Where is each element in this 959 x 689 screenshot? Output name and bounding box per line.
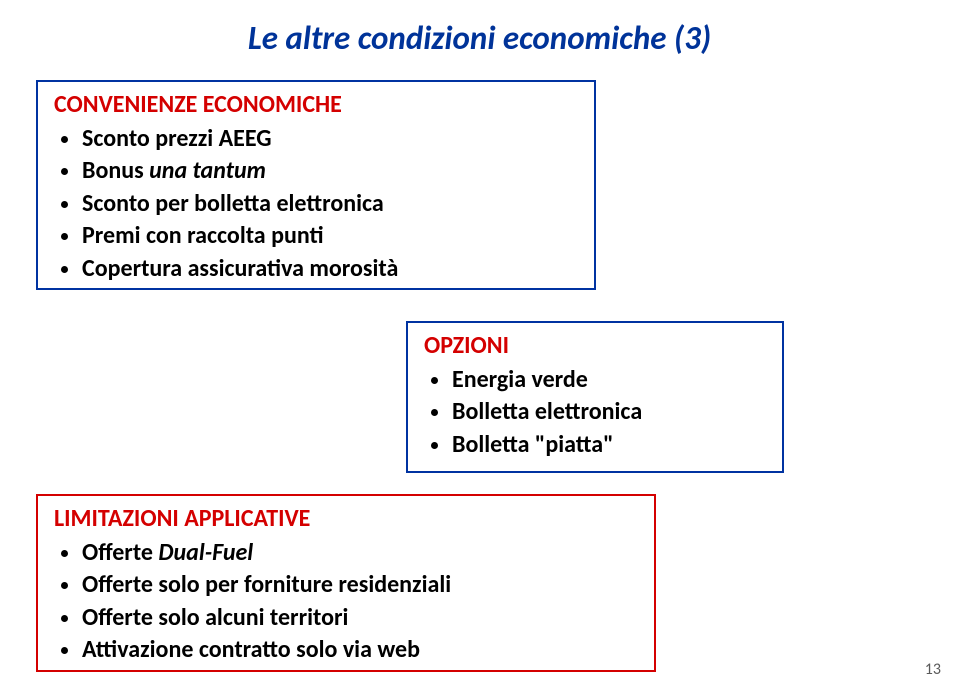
slide-title: Le altre condizioni economiche (3) xyxy=(40,18,919,58)
convenienze-item: Sconto per bolletta elettronica xyxy=(82,188,594,220)
limitazioni-item: Offerte solo alcuni territori xyxy=(82,602,654,634)
limitazioni-item: Attivazione contratto solo via web xyxy=(82,634,654,666)
convenienze-item: Copertura assicurativa morosità xyxy=(82,253,594,285)
convenienze-item: Sconto prezzi AEEG xyxy=(82,123,594,155)
box-convenienze-list: Sconto prezzi AEEGBonus una tantumSconto… xyxy=(82,123,594,285)
page-number: 13 xyxy=(925,660,941,679)
opzioni-item: Bolletta elettronica xyxy=(452,396,782,428)
box-limitazioni-heading: LIMITAZIONI APPLICATIVE xyxy=(54,504,654,533)
opzioni-item: Energia verde xyxy=(452,364,782,396)
box-convenienze-heading: CONVENIENZE ECONOMICHE xyxy=(54,90,594,119)
limitazioni-item: Offerte Dual-Fuel xyxy=(82,537,654,569)
box-limitazioni: LIMITAZIONI APPLICATIVE Offerte Dual-Fue… xyxy=(36,494,656,672)
slide: Le altre condizioni economiche (3) CONVE… xyxy=(0,0,959,689)
limitazioni-item: Offerte solo per forniture residenziali xyxy=(82,569,654,601)
convenienze-item: Bonus una tantum xyxy=(82,155,594,187)
box-opzioni: OPZIONI Energia verdeBolletta elettronic… xyxy=(406,321,784,473)
convenienze-item: Premi con raccolta punti xyxy=(82,220,594,252)
box-convenienze: CONVENIENZE ECONOMICHE Sconto prezzi AEE… xyxy=(36,80,596,290)
box-limitazioni-list: Offerte Dual-FuelOfferte solo per fornit… xyxy=(82,537,654,667)
opzioni-item: Bolletta "piatta" xyxy=(452,429,782,461)
box-opzioni-list: Energia verdeBolletta elettronicaBollett… xyxy=(452,364,782,461)
box-opzioni-heading: OPZIONI xyxy=(424,331,782,360)
